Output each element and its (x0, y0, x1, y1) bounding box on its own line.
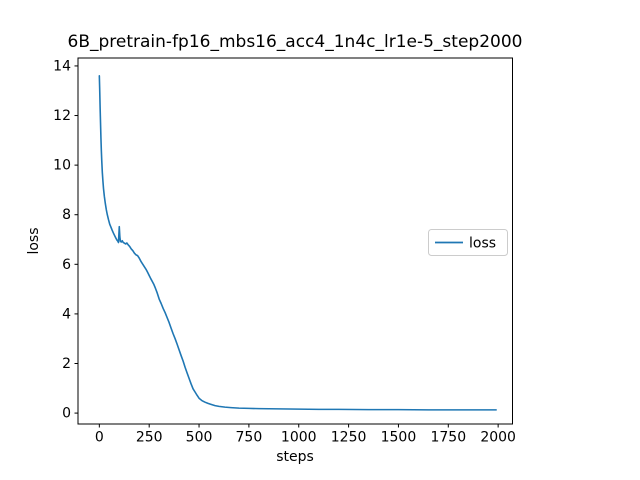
x-tick-label: 500 (186, 430, 213, 446)
y-tick-label: 6 (62, 257, 71, 273)
chart-title: 6B_pretrain-fp16_mbs16_acc4_1n4c_lr1e-5_… (68, 32, 523, 52)
legend-entry-label: loss (469, 236, 496, 252)
x-tick-label: 250 (136, 430, 163, 446)
series-loss (98, 75, 497, 411)
y-axis-label: loss (26, 227, 42, 254)
y-tick-label: 8 (62, 207, 71, 223)
y-tick-label: 12 (53, 108, 71, 124)
x-axis-label: steps (276, 449, 314, 465)
x-tick-label: 0 (95, 430, 104, 446)
y-tick-label: 14 (53, 58, 71, 74)
legend-box: loss (428, 229, 508, 256)
x-tick-label: 1500 (381, 430, 417, 446)
x-tick-label: 1750 (430, 430, 466, 446)
x-tick-label: 2000 (480, 430, 516, 446)
x-tick-label: 1250 (331, 430, 367, 446)
y-tick-label: 2 (62, 356, 71, 372)
y-tick-label: 10 (53, 158, 71, 174)
y-tick-label: 4 (62, 306, 71, 322)
y-axis-ticks: 0 2 4 6 8 10 12 14 (53, 58, 78, 422)
x-tick-label: 750 (236, 430, 263, 446)
x-axis-ticks: 0 250 500 750 1000 1250 1500 1750 2000 (95, 424, 516, 446)
loss-series-line (98, 75, 497, 411)
x-tick-label: 1000 (281, 430, 317, 446)
y-tick-label: 0 (62, 406, 71, 422)
legend-frame (428, 229, 508, 256)
